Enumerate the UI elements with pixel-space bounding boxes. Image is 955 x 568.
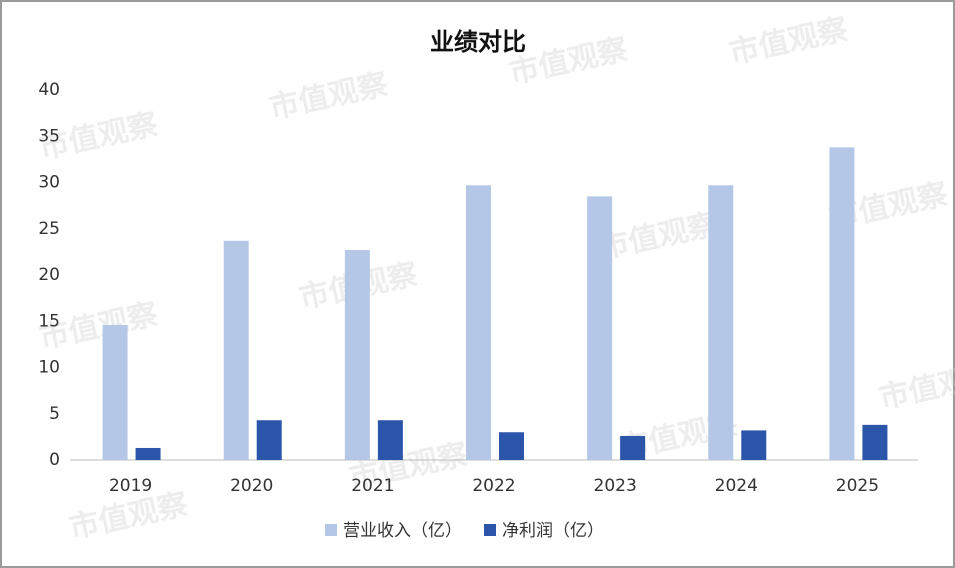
y-tick-label: 40 <box>38 80 60 100</box>
legend-label: 营业收入（亿） <box>343 521 462 541</box>
bar <box>344 250 370 460</box>
y-tick-label: 25 <box>38 219 60 239</box>
y-tick-label: 10 <box>38 358 60 378</box>
bar <box>377 420 403 460</box>
bar <box>466 185 491 460</box>
bar <box>499 432 524 460</box>
chart-title: 业绩对比 <box>430 28 526 56</box>
bar <box>741 430 767 460</box>
y-tick-label: 30 <box>38 173 60 193</box>
bar <box>829 147 855 460</box>
y-tick-label: 5 <box>49 404 60 424</box>
x-tick-label: 2023 <box>594 476 637 496</box>
bar <box>862 424 888 460</box>
bar <box>587 196 613 460</box>
bar <box>102 324 128 460</box>
legend-label: 净利润（亿） <box>502 521 604 541</box>
bar <box>708 185 734 460</box>
legend-swatch <box>325 524 337 536</box>
legend-swatch <box>484 524 496 536</box>
x-tick-label: 2025 <box>836 476 879 496</box>
bar <box>620 435 646 460</box>
y-tick-label: 0 <box>49 450 60 470</box>
bar <box>135 447 161 460</box>
y-tick-label: 35 <box>38 126 60 146</box>
x-tick-label: 2021 <box>351 476 394 496</box>
x-tick-label: 2019 <box>109 476 152 496</box>
y-tick-label: 15 <box>38 311 60 331</box>
x-tick-label: 2020 <box>230 476 273 496</box>
x-tick-label: 2022 <box>472 476 515 496</box>
x-tick-label: 2024 <box>715 476 758 496</box>
bar <box>256 420 282 460</box>
y-tick-label: 20 <box>38 265 60 285</box>
bar <box>223 240 249 460</box>
